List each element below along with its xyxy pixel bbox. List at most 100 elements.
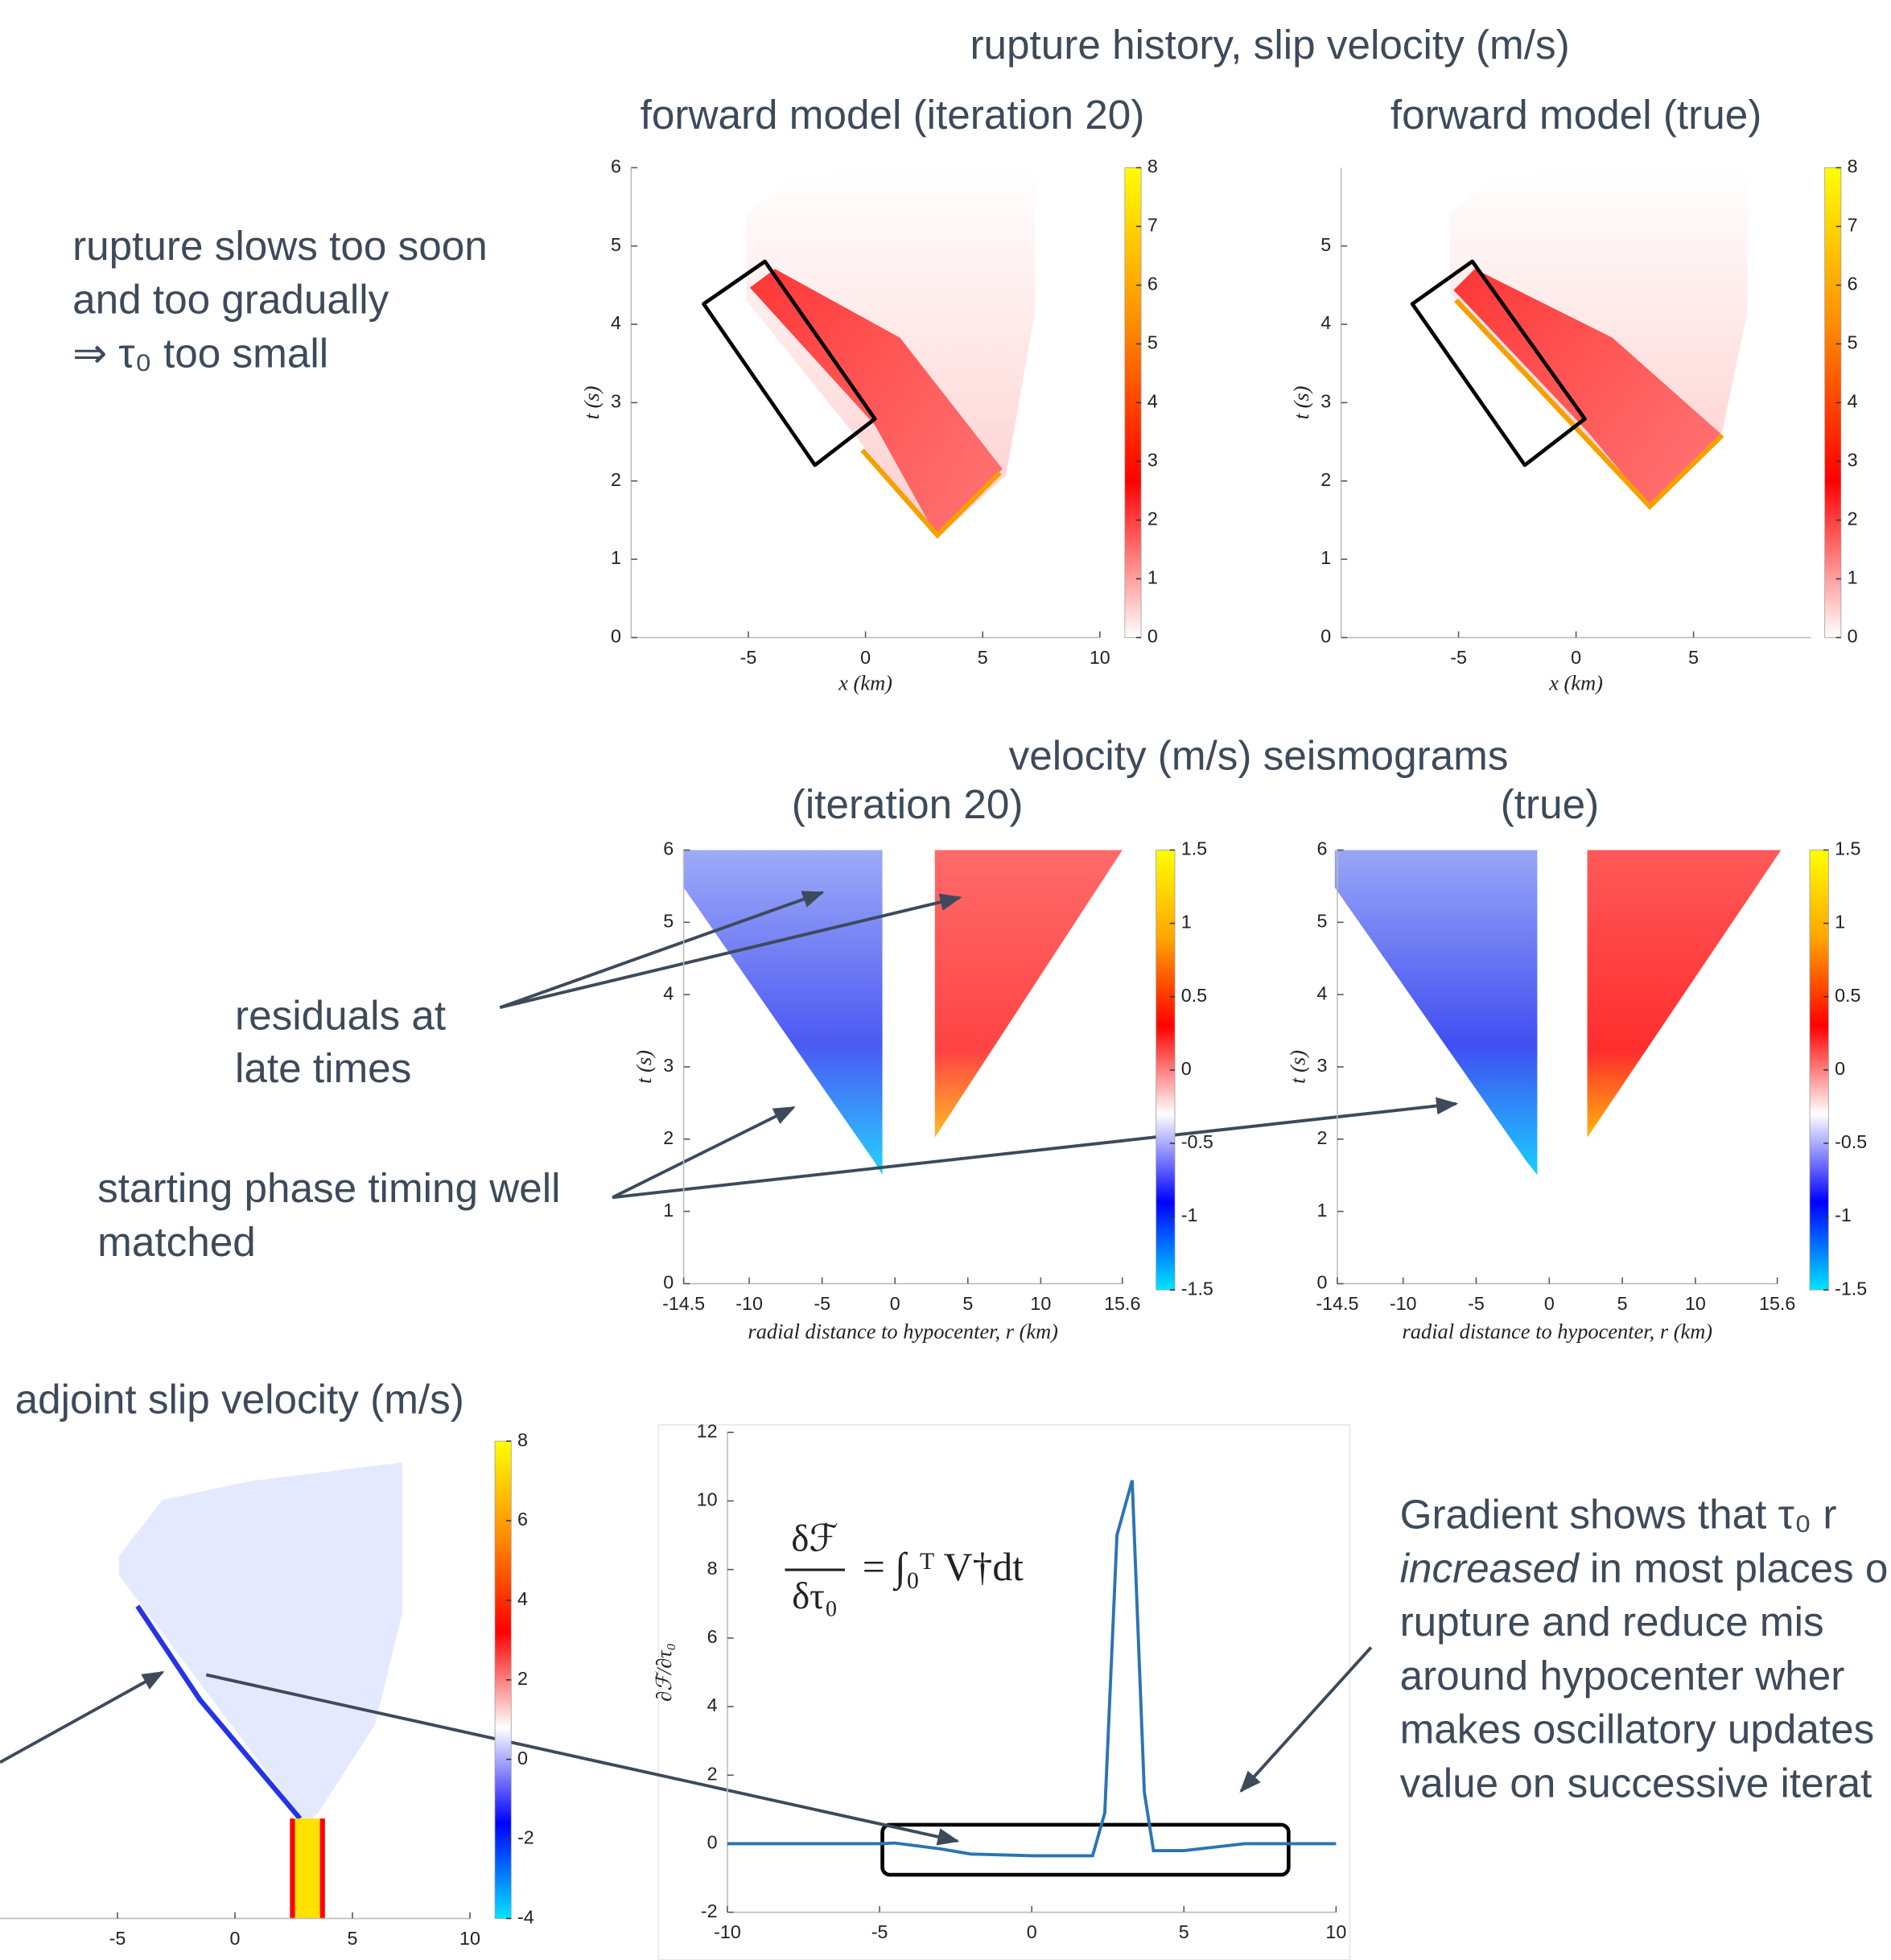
x-tick-label: 5 [1179,1921,1189,1942]
note: residuals at [235,993,446,1039]
y-tick-label: 5 [1317,910,1328,931]
colorbar-tick-label: 7 [1147,215,1158,236]
x-tick-label: -14.5 [662,1293,705,1314]
slide: rupture history, slip velocity (m/s) vel… [0,0,1891,1960]
note: rupture slows too soon [72,223,488,269]
colorbar-tick-label: 6 [1848,274,1858,294]
x-tick-label: 10 [1090,647,1110,668]
x-tick-label: -5 [1468,1293,1485,1314]
note: around hypocenter wher [1400,1653,1845,1699]
y-tick-label: 8 [707,1558,718,1579]
y-tick-label: 4 [707,1694,718,1715]
colorbar-tick-label: 2 [1848,509,1858,529]
y-tick-label: 4 [1317,982,1328,1003]
y-tick-label: 3 [1320,391,1331,412]
chart-title: (iteration 20) [792,781,1024,827]
x-tick-label: -5 [871,1921,888,1942]
y-tick-label: 0 [1320,626,1331,647]
x-tick-label: 0 [860,647,871,668]
x-tick-label: 10 [1325,1921,1346,1942]
colorbar-tick-label: 0.5 [1835,985,1860,1006]
x-tick-label: 5 [978,647,988,668]
colorbar-tick-label: 2 [1147,509,1158,529]
colorbar-tick-label: 5 [1848,332,1858,353]
colorbar-tick-label: 1.5 [1835,838,1860,859]
x-tick-label: 5 [1617,1293,1628,1314]
colorbar-tick-label: 5 [1147,332,1158,353]
colorbar-tick-label: 1.5 [1181,838,1207,859]
colorbar-tick-label: 4 [1848,391,1858,412]
colorbar-tick-label: -1.5 [1181,1278,1213,1299]
colorbar-tick-label: 2 [517,1668,528,1689]
y-tick-label: 3 [611,391,621,412]
note: increased in most places o [1400,1545,1889,1591]
y-tick-label: 3 [1317,1055,1328,1076]
y-axis-label: t (s) [1289,386,1313,420]
colorbar-tick-label: 8 [1848,156,1858,177]
note-emph: increased [1400,1545,1580,1591]
y-tick-label: 1 [1317,1200,1328,1221]
colorbar-tick-label: -0.5 [1181,1131,1213,1152]
x-tick-label: -10 [735,1293,763,1314]
x-tick-label: 5 [962,1293,973,1314]
y-tick-label: 6 [611,156,621,177]
x-tick-label: 15.6 [1759,1293,1795,1314]
formula-num: δℱ [791,1518,838,1560]
colorbar-tick-label: -1.5 [1835,1278,1867,1299]
x-tick-label: -10 [714,1921,741,1942]
y-tick-label: 0 [1317,1272,1328,1293]
y-tick-label: 0 [663,1272,674,1293]
y-tick-label: 0 [611,626,621,647]
y-axis-label: t (s) [1285,1050,1309,1084]
colorbar-tick-label: -1 [1181,1204,1198,1225]
note: ⇒ τ₀ too small [72,330,328,376]
x-tick-label: 10 [1685,1293,1706,1314]
note: Gradient shows that τ₀ r [1400,1491,1837,1537]
colorbar-tick-label: 1 [1835,912,1845,933]
y-tick-label: 6 [1317,838,1328,859]
x-tick-label: -5 [1450,647,1467,668]
x-tick-label: 10 [459,1928,480,1949]
x-tick-label: 10 [1030,1293,1051,1314]
y-tick-label: 12 [697,1420,718,1441]
formula-den: δτ₀ [792,1575,838,1617]
chart-title: forward model (true) [1390,92,1761,138]
note: and too gradually [72,277,389,323]
y-tick-label: 2 [1317,1127,1328,1148]
colorbar-tick-label: 8 [517,1429,528,1450]
note: makes oscillatory updates [1400,1707,1875,1752]
formula-rhs: = ∫₀ᵀ V†dt [863,1545,1024,1591]
y-tick-label: 2 [611,469,621,490]
colorbar-tick-label: 1 [1181,912,1192,933]
colorbar-tick-label: 6 [517,1509,528,1530]
x-axis-label: radial distance to hypocenter, r (km) [748,1320,1058,1344]
colorbar-tick-label: 7 [1848,215,1858,236]
colorbar-tick-label: 8 [1147,156,1158,177]
y-tick-label: 1 [611,547,621,568]
seismo-title: velocity (m/s) seismograms [1009,733,1509,779]
x-tick-label: 5 [348,1928,358,1949]
page: {"annotations":{ "rupture_title":"ruptur… [0,0,1891,1960]
note: value on successive iterat [1400,1760,1872,1806]
x-axis-label: x (km) [838,671,892,695]
y-tick-label: 1 [663,1200,674,1221]
x-axis-label: x (km) [1548,671,1603,695]
y-tick-label: -2 [701,1900,718,1921]
y-tick-label: 5 [611,234,621,255]
y-tick-label: 4 [611,312,621,333]
colorbar-tick-label: 0 [1181,1058,1192,1079]
colorbar-tick-label: -4 [517,1907,534,1928]
y-axis-label: ∂ℱ/∂τ₀ [652,1643,676,1702]
y-tick-label: 10 [697,1489,718,1510]
colorbar-tick-label: 3 [1848,450,1858,471]
y-axis-label: t (s) [632,1050,656,1084]
x-tick-label: 0 [1544,1293,1555,1314]
chart-title: (true) [1501,781,1599,827]
x-tick-label: -5 [740,647,757,668]
colorbar-tick-label: 1 [1147,567,1158,588]
colorbar-tick-label: 0 [1835,1058,1845,1079]
note: rupture and reduce mis [1400,1599,1824,1645]
chart-title: forward model (iteration 20) [641,92,1145,138]
x-tick-label: -10 [1390,1293,1417,1314]
rupture-title: rupture history, slip velocity (m/s) [970,22,1569,68]
